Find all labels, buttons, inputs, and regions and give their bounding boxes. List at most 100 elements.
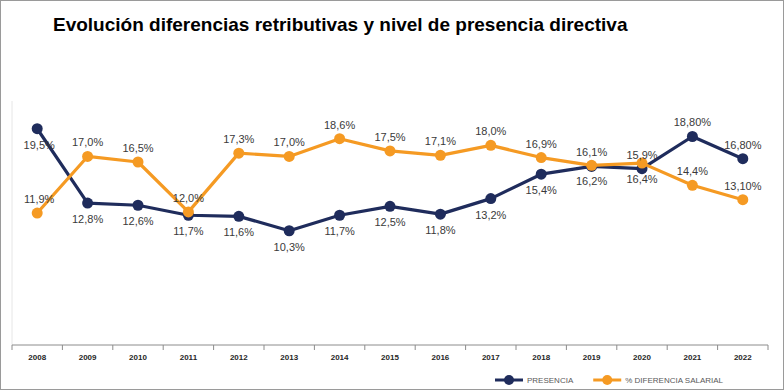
data-label: 17,0%: [274, 136, 305, 148]
data-label: 12,5%: [374, 216, 405, 228]
x-tick: [163, 345, 164, 350]
data-label: 16,4%: [626, 173, 657, 185]
data-label: 17,5%: [374, 131, 405, 143]
x-tick-label: 2015: [381, 353, 399, 362]
x-tick: [264, 345, 265, 350]
line-marker: [233, 148, 244, 159]
data-label: 11,7%: [173, 225, 204, 237]
line-marker: [133, 157, 144, 168]
data-label: 12,0%: [173, 192, 204, 204]
line-marker: [385, 145, 396, 156]
data-label: 15,4%: [526, 184, 557, 196]
data-label: 16,1%: [576, 146, 607, 158]
x-tick-end: [768, 345, 769, 350]
data-label: 16,80%: [724, 139, 762, 151]
x-tick-label: 2020: [633, 353, 651, 362]
line-marker: [82, 198, 93, 209]
x-tick-label: 2021: [684, 353, 702, 362]
legend-label: % DIFERENCIA SALARIAL: [625, 376, 723, 385]
data-label: 17,1%: [425, 135, 456, 147]
line-marker: [586, 160, 597, 171]
data-label: 18,6%: [324, 119, 355, 131]
x-tick-label: 2022: [734, 353, 752, 362]
data-label: 12,6%: [122, 215, 153, 227]
data-label: 11,7%: [324, 225, 355, 237]
chart-frame: [0, 0, 784, 390]
line-series: [37, 139, 743, 213]
x-tick: [12, 345, 13, 350]
line-marker: [82, 151, 93, 162]
legend-label: PRESENCIA: [527, 376, 574, 385]
line-marker: [435, 209, 446, 220]
data-label: 14,4%: [677, 165, 708, 177]
line-marker: [385, 201, 396, 212]
x-tick-label: 2018: [532, 353, 550, 362]
x-tick-label: 2011: [180, 353, 198, 362]
x-tick: [516, 345, 517, 350]
data-label: 16,2%: [576, 175, 607, 187]
chart-svg: Evolución diferencias retributivas y niv…: [0, 0, 784, 390]
data-label: 17,0%: [72, 136, 103, 148]
line-marker: [536, 152, 547, 163]
data-label: 15,9%: [626, 149, 657, 161]
x-tick-label: 2009: [79, 353, 97, 362]
x-tick-label: 2008: [28, 353, 46, 362]
line-marker: [32, 208, 43, 219]
x-tick: [717, 345, 718, 350]
data-label: 11,8%: [425, 224, 456, 236]
plot-marks: [32, 123, 749, 236]
x-tick: [314, 345, 315, 350]
x-tick-label: 2016: [432, 353, 450, 362]
legend-marker: [504, 375, 514, 385]
line-marker: [32, 123, 43, 134]
data-label: 13,10%: [724, 180, 762, 192]
data-label: 10,3%: [274, 241, 305, 253]
x-tick: [667, 345, 668, 350]
line-marker: [485, 140, 496, 151]
line-marker: [435, 150, 446, 161]
data-label: 16,5%: [122, 142, 153, 154]
legend: PRESENCIA % DIFERENCIA SALARIAL: [495, 375, 724, 385]
data-label: 17,3%: [223, 133, 254, 145]
line-marker: [133, 200, 144, 211]
line-marker: [737, 153, 748, 164]
x-tick-label: 2010: [129, 353, 147, 362]
legend-marker: [602, 375, 612, 385]
line-marker: [334, 133, 345, 144]
line-marker: [687, 180, 698, 191]
x-tick-label: 2013: [280, 353, 298, 362]
line-marker: [284, 151, 295, 162]
line-marker: [183, 206, 194, 217]
line-marker: [284, 225, 295, 236]
x-tick-label: 2012: [230, 353, 248, 362]
y-axis-line: [12, 101, 13, 345]
x-tick: [213, 345, 214, 350]
x-tick: [415, 345, 416, 350]
data-label: 19,5%: [24, 139, 55, 151]
x-tick: [566, 345, 567, 350]
data-label: 18,0%: [475, 125, 506, 137]
x-tick-label: 2019: [583, 353, 601, 362]
x-tick: [62, 345, 63, 350]
x-tick-label: 2014: [331, 353, 349, 362]
line-marker: [536, 169, 547, 180]
x-tick-label: 2017: [482, 353, 500, 362]
line-marker: [737, 194, 748, 205]
data-label: 12,8%: [72, 213, 103, 225]
chart-title: Evolución diferencias retributivas y niv…: [53, 14, 628, 35]
data-label: 11,9%: [24, 193, 55, 205]
x-axis-line: [12, 345, 768, 346]
line-marker: [485, 193, 496, 204]
line-marker: [233, 211, 244, 222]
data-label: 16,9%: [526, 138, 557, 150]
data-labels: 19,5% 12,8% 12,6% 11,7% 11,6% 10,3% 11,7% 12,5%…: [24, 116, 762, 252]
line-marker: [687, 131, 698, 142]
line-marker: [334, 210, 345, 221]
line-series: [37, 129, 743, 231]
x-tick: [465, 345, 466, 350]
data-label: 11,6%: [224, 226, 255, 238]
data-label: 13,2%: [475, 209, 506, 221]
data-label: 18,80%: [674, 116, 712, 128]
x-tick: [112, 345, 113, 350]
x-tick: [616, 345, 617, 350]
